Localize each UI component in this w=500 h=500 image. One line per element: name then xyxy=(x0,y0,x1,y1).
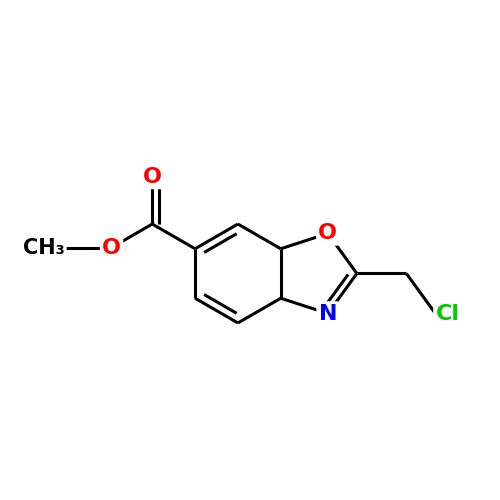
Text: CH₃: CH₃ xyxy=(23,238,64,258)
Text: O: O xyxy=(143,167,162,187)
Text: O: O xyxy=(318,224,338,244)
Text: Cl: Cl xyxy=(436,304,460,324)
Text: N: N xyxy=(318,304,337,324)
Text: O: O xyxy=(102,238,121,258)
